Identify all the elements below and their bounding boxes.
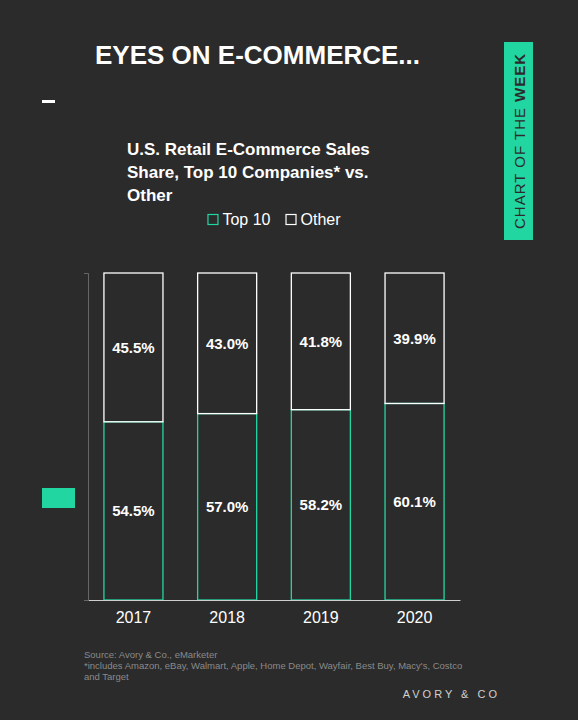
x-tick: 2017	[116, 609, 152, 626]
side-accent	[42, 488, 75, 508]
bar-segment	[104, 422, 163, 600]
brand: AVORY & CO	[403, 688, 500, 700]
badge-box	[504, 42, 533, 240]
bar-segment	[198, 414, 257, 600]
data-label: 41.8%	[300, 333, 343, 350]
bar-segment	[291, 273, 350, 410]
background	[0, 0, 578, 720]
source-note: Source: Avory & Co., eMarketer	[84, 649, 217, 660]
chart-title-line: U.S. Retail E-Commerce Sales	[127, 140, 370, 159]
chart-page: EYES ON E-COMMERCE... CHART OF THE WEEK U.S…	[0, 0, 578, 720]
chart-title: U.S. Retail E-Commerce Sales Share, Top 1…	[127, 140, 370, 205]
x-tick: 2019	[303, 609, 339, 626]
x-tick-label: 2018	[209, 609, 245, 626]
x-axis: 2017 2018 2019 2020	[89, 601, 461, 627]
data-labels: 54.5% 57.0% 58.2% 60.1% 45.5% 43.0% 41.8% 39.9%	[112, 330, 436, 520]
bars	[104, 273, 444, 600]
x-tick: 2018	[209, 609, 245, 626]
y-axis	[84, 274, 89, 601]
footnote-line: *includes Amazon, eBay, Walmart, Apple, …	[84, 660, 462, 671]
x-tick: 2020	[397, 609, 433, 626]
legend-item: Top 10	[208, 211, 271, 228]
chart-title-line: Share, Top 10 Companies* vs.	[127, 163, 369, 182]
legend: Top 10 Other	[208, 211, 341, 228]
data-label: 54.5%	[112, 502, 155, 519]
y-axis-line	[84, 274, 89, 601]
badge-text-main: CHART OF THE	[511, 107, 528, 229]
bar-segment	[385, 403, 444, 600]
data-label: 39.9%	[393, 330, 436, 347]
legend-swatch	[208, 215, 218, 225]
data-label: 57.0%	[206, 498, 249, 515]
footnote-line: and Target	[84, 671, 129, 682]
data-label: 45.5%	[112, 339, 155, 356]
page-title: EYES ON E-COMMERCE...	[95, 40, 420, 70]
data-label: 60.1%	[393, 493, 436, 510]
bar-segment	[291, 410, 350, 600]
legend-item: Other	[286, 211, 341, 228]
x-axis-line	[89, 600, 461, 601]
legend-swatch	[286, 215, 296, 225]
legend-label: Other	[301, 211, 342, 228]
x-tick-label: 2020	[397, 609, 433, 626]
data-label: 43.0%	[206, 335, 249, 352]
badge-text-emphasis: WEEK	[511, 53, 528, 102]
x-tick-label: 2017	[116, 609, 152, 626]
data-label: 58.2%	[300, 496, 343, 513]
bar-segment	[198, 273, 257, 414]
x-tick-label: 2019	[303, 609, 339, 626]
bar-segment	[385, 273, 444, 403]
chart-title-line: Other	[127, 186, 173, 205]
legend-label: Top 10	[222, 211, 270, 228]
bar-segment	[104, 273, 163, 422]
title-dash	[42, 100, 55, 103]
badge-text: CHART OF THE WEEK	[511, 53, 528, 229]
